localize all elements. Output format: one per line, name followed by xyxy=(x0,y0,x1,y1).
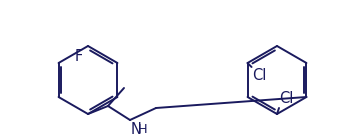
Text: F: F xyxy=(75,49,83,64)
Text: Cl: Cl xyxy=(253,68,267,83)
Text: N: N xyxy=(131,122,142,137)
Text: Cl: Cl xyxy=(279,91,293,106)
Text: H: H xyxy=(138,123,148,136)
